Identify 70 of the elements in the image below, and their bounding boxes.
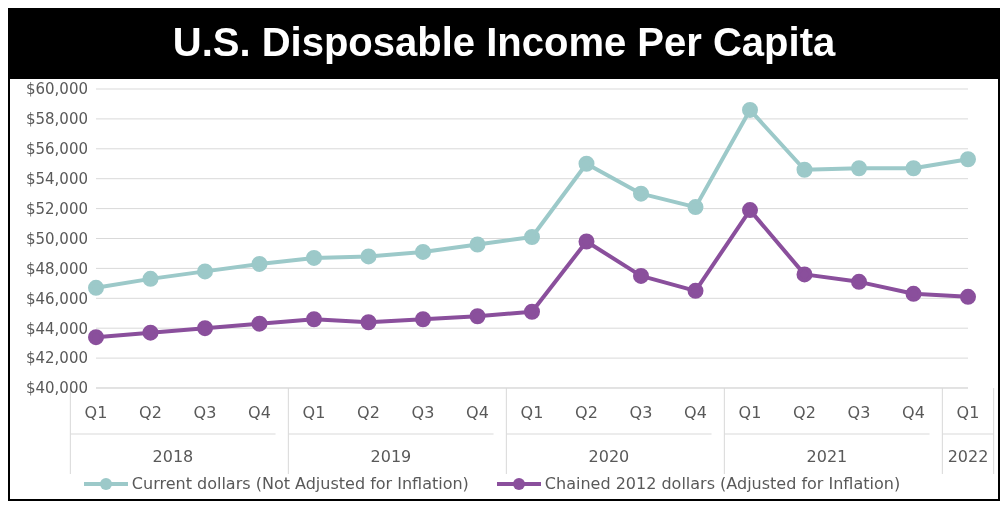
point [415,311,431,328]
text: 2018 [152,447,194,466]
point [742,202,758,219]
point [142,324,159,341]
point [415,243,431,260]
legend-label: Current dollars (Not Adjusted for Inflation) [130,474,469,493]
point [197,263,213,280]
point [360,248,377,265]
point [251,315,268,332]
y-tick-label: $60,000 [25,80,88,99]
x-tick-label: Q3 [629,403,653,422]
x-tick-label: Q1 [84,403,108,422]
point [960,151,976,168]
y-tick-label: $44,000 [25,319,88,338]
point [306,249,322,266]
point [633,267,649,284]
y-tick-label: $46,000 [25,289,88,308]
x-tick-label: Q4 [248,403,271,422]
point [578,233,595,250]
y-tick-label: $50,000 [25,229,88,248]
x-tick-label: Q2 [139,403,162,422]
legend-label: Chained 2012 dollars (Adjusted for Inflation) [543,474,901,493]
point [88,279,104,296]
point [687,199,704,216]
point [360,314,377,331]
y-tick-label: $54,000 [25,170,88,189]
text: 2020 [588,447,630,466]
x-tick-label: Q2 [793,403,816,422]
point [742,101,758,118]
y-tick-label: $48,000 [25,259,88,278]
y-tick-label: $56,000 [25,140,88,159]
point [251,255,268,272]
point [687,282,704,299]
y-tick-label: $58,000 [25,110,88,129]
chart-title: U.S. Disposable Income Per Capita [10,10,998,79]
point [469,236,486,253]
point [88,329,104,346]
x-tick-label: Q1 [738,403,762,422]
x-tick-label: Q3 [411,403,435,422]
x-tick-label: Q1 [520,403,544,422]
point [905,160,922,177]
x-tick-label: Q3 [193,403,217,422]
point [524,229,540,246]
point [633,185,649,202]
point [197,320,213,337]
point [851,160,867,177]
x-tick-label: Q4 [466,403,489,422]
y-tick-label: $42,000 [25,349,88,368]
x-tick-label: Q2 [357,403,380,422]
point [851,273,867,290]
x-tick-label: Q1 [302,403,326,422]
point [306,311,322,328]
point [960,288,976,305]
y-tick-label: $40,000 [25,379,88,398]
point [578,155,595,172]
point [524,303,540,320]
y-tick-label: $52,000 [25,199,88,218]
x-tick-label: Q1 [956,403,980,422]
x-tick-label: Q4 [902,403,925,422]
point [796,266,813,283]
x-tick-label: Q3 [847,403,871,422]
point [796,161,813,178]
point [905,285,922,302]
text: 2021 [806,447,848,466]
point [142,270,159,287]
text: 2022 [947,447,989,466]
x-tick-label: Q4 [684,403,707,422]
text: 2019 [370,447,412,466]
x-tick-label: Q2 [575,403,598,422]
point [469,308,486,325]
